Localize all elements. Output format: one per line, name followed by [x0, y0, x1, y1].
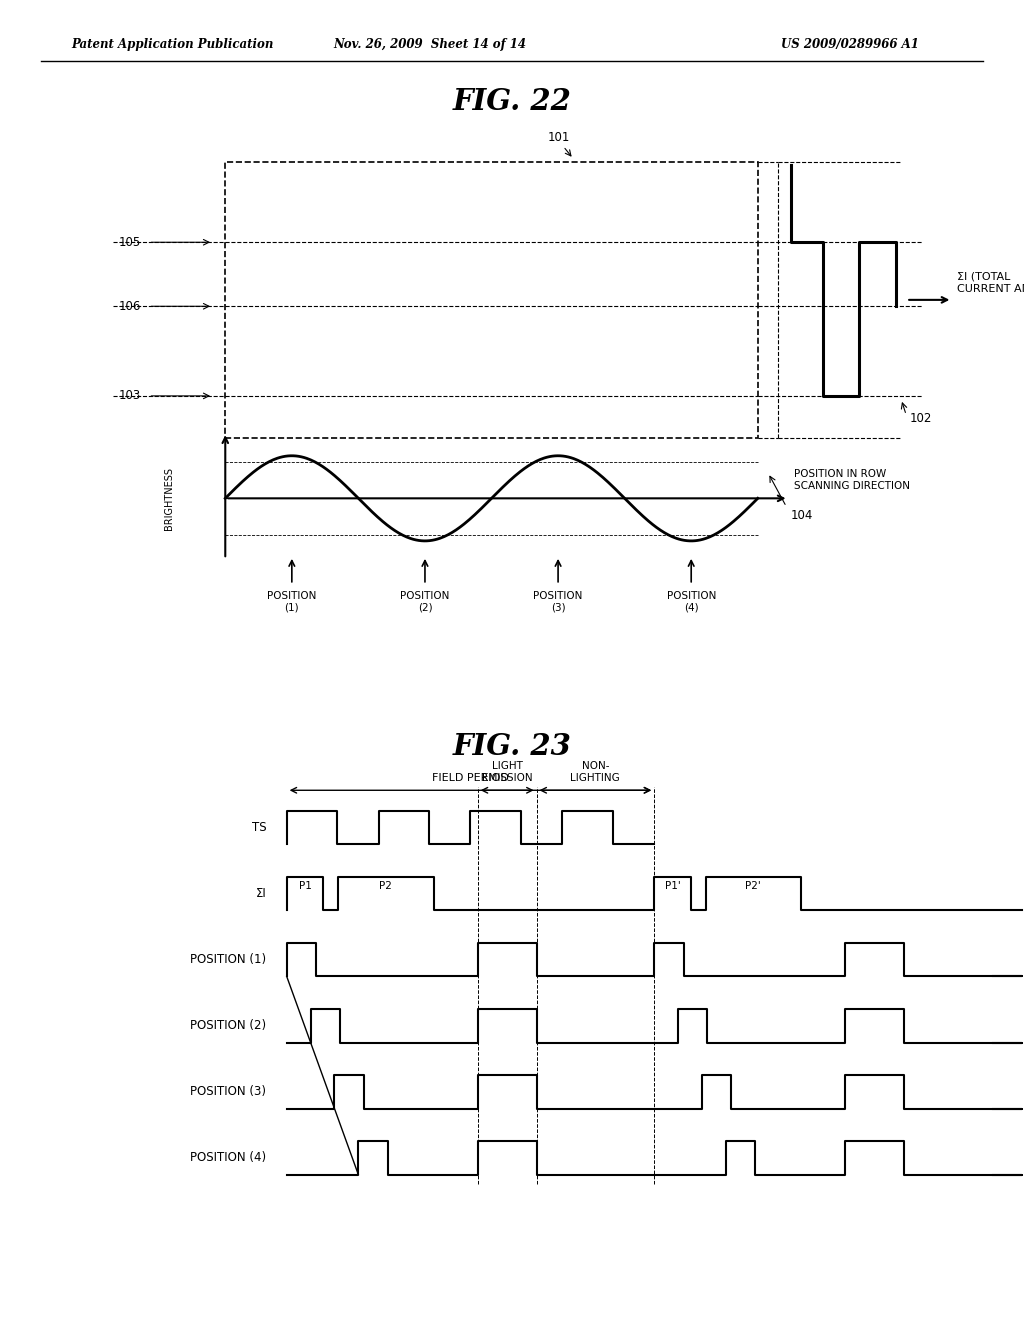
Text: 104: 104: [791, 510, 813, 521]
Text: POSITION IN ROW
SCANNING DIRECTION: POSITION IN ROW SCANNING DIRECTION: [794, 469, 909, 491]
Text: LIGHT
EMISSION: LIGHT EMISSION: [482, 762, 532, 783]
Text: FIG. 22: FIG. 22: [453, 87, 571, 116]
Bar: [225, 162, 758, 437]
Text: TS: TS: [252, 821, 266, 834]
Text: ΣI: ΣI: [256, 887, 266, 900]
Text: 105: 105: [119, 236, 141, 248]
Text: POSITION (2): POSITION (2): [190, 1019, 266, 1032]
Bar: [225, 162, 758, 437]
Text: POSITION (1): POSITION (1): [190, 953, 266, 966]
Text: Nov. 26, 2009  Sheet 14 of 14: Nov. 26, 2009 Sheet 14 of 14: [334, 38, 526, 51]
Text: POSITION (3): POSITION (3): [190, 1085, 266, 1098]
Text: ΣI (TOTAL
CURRENT AMOUNT): ΣI (TOTAL CURRENT AMOUNT): [957, 272, 1024, 293]
Polygon shape: [225, 0, 758, 191]
Text: POSITION
(2): POSITION (2): [400, 591, 450, 612]
Text: P2: P2: [380, 880, 392, 891]
Text: 101: 101: [548, 131, 570, 144]
Polygon shape: [225, 0, 758, 259]
Text: P1: P1: [299, 880, 311, 891]
Text: NON-
LIGHTING: NON- LIGHTING: [570, 762, 621, 783]
Text: FIG. 23: FIG. 23: [453, 731, 571, 760]
Text: POSITION
(3): POSITION (3): [534, 591, 583, 612]
Text: P1': P1': [665, 880, 680, 891]
Text: POSITION (4): POSITION (4): [190, 1151, 266, 1164]
Polygon shape: [225, 59, 758, 351]
Polygon shape: [225, 178, 758, 565]
Text: P2': P2': [745, 880, 761, 891]
Text: POSITION
(1): POSITION (1): [267, 591, 316, 612]
Text: US 2009/0289966 A1: US 2009/0289966 A1: [781, 38, 919, 51]
Text: POSITION
(4): POSITION (4): [667, 591, 716, 612]
Text: 106: 106: [119, 300, 141, 313]
Text: 103: 103: [119, 389, 141, 403]
Text: BRIGHTNESS: BRIGHTNESS: [164, 467, 174, 529]
Text: FIELD PERIOD: FIELD PERIOD: [432, 774, 509, 783]
Text: Patent Application Publication: Patent Application Publication: [72, 38, 274, 51]
Text: 102: 102: [909, 412, 932, 425]
Bar: [225, 162, 758, 437]
